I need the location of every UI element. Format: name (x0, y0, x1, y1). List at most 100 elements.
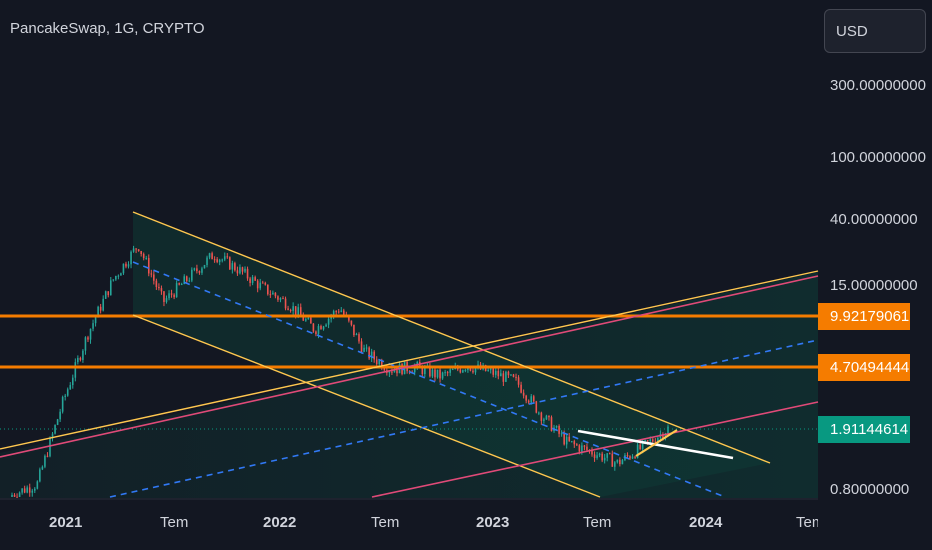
price-tag-current: 1.91144614 (818, 416, 910, 443)
candle-body (267, 284, 269, 295)
candle-body (297, 307, 300, 315)
candle-body (203, 265, 206, 269)
candle-body (89, 328, 92, 340)
candle-body (94, 317, 97, 324)
candle-body (115, 275, 117, 280)
candle-body (517, 377, 520, 385)
candle-body (216, 259, 218, 263)
candle-body (145, 258, 148, 260)
candle-body (540, 412, 543, 421)
candle-body (608, 453, 611, 455)
candle-body (87, 337, 89, 340)
candle-body (107, 291, 110, 296)
candle-body (132, 248, 135, 252)
candle-body (436, 369, 439, 378)
candle-body (391, 371, 393, 373)
candle-body (109, 280, 112, 296)
candle-body (312, 323, 315, 332)
candle-body (543, 419, 545, 421)
candle-body (272, 292, 274, 295)
candle-body (142, 254, 145, 259)
candle-body (449, 369, 451, 373)
x-axis-label: 2024 (689, 514, 723, 531)
candle-body (434, 369, 436, 378)
candle-body (616, 459, 619, 463)
candle-body (256, 280, 259, 289)
candle-body (221, 259, 224, 261)
candle-body (570, 441, 573, 443)
falling-channel-top[interactable] (132, 211, 771, 464)
candle-body (535, 401, 538, 413)
yellow-trend-line[interactable] (635, 429, 678, 457)
candle-body (320, 326, 322, 330)
candle-body (21, 488, 23, 493)
candle-body (664, 433, 667, 439)
candle-body (646, 440, 649, 442)
candle-body (33, 488, 36, 491)
candle-body (583, 445, 586, 447)
falling-channel-midline[interactable] (132, 261, 726, 498)
rising-channel-bottom-pink[interactable] (371, 401, 819, 498)
candle-body (71, 377, 74, 386)
candle-body (44, 455, 46, 467)
candle-body (383, 368, 386, 371)
rising-channel-top-pink[interactable] (0, 275, 819, 458)
candle-body (147, 258, 150, 274)
candle-body (396, 370, 398, 374)
rising-channel-top-yellow[interactable] (0, 270, 819, 450)
candle-body (160, 288, 163, 292)
candle-body (469, 367, 472, 371)
candle-body (611, 453, 614, 467)
candle-body (464, 369, 467, 371)
candle-body (23, 488, 26, 493)
candle-body (532, 396, 535, 402)
candle-body (667, 426, 669, 434)
candle-body (36, 481, 39, 489)
candle-body (188, 280, 191, 282)
candle-body (302, 314, 305, 321)
candle-body (487, 369, 489, 372)
currency-selector[interactable]: USD (824, 9, 926, 53)
candle-body (662, 433, 664, 439)
candle-body (155, 280, 158, 287)
candle-body (241, 267, 244, 272)
candle-body (494, 370, 497, 375)
candle-body (507, 371, 510, 376)
candle-body (429, 365, 431, 377)
candle-body (102, 298, 104, 311)
x-axis-label: Tem (796, 514, 818, 531)
candle-body (472, 370, 474, 373)
candle-body (522, 392, 525, 396)
price-tag-middle-level: 4.70494444 (818, 354, 910, 381)
candle-body (380, 360, 383, 369)
falling-channel-bottom[interactable] (132, 314, 601, 498)
candle-body (294, 306, 297, 315)
candle-body (13, 494, 16, 497)
candle-body (254, 277, 256, 281)
candle-body (51, 433, 54, 439)
candle-body (555, 425, 558, 428)
candle-body (170, 293, 173, 295)
y-axis-label: 100.00000000 (830, 149, 926, 166)
candle-body (538, 412, 540, 414)
candle-body (251, 277, 254, 283)
candle-body (649, 439, 652, 442)
candle-body (226, 256, 229, 258)
candle-body (332, 311, 335, 316)
candle-body (99, 306, 102, 311)
candle-body (41, 466, 44, 470)
candle-body (168, 293, 170, 299)
candle-body (279, 298, 282, 300)
rising-channel-fill (0, 272, 818, 498)
candle-body (568, 436, 571, 442)
candle-body (363, 347, 365, 352)
candle-body (46, 455, 49, 457)
candle-body (657, 437, 659, 443)
candle-body (527, 400, 530, 403)
candle-body (234, 263, 236, 271)
candle-body (310, 317, 312, 324)
candle-body (342, 310, 345, 315)
candle-body (277, 296, 279, 300)
candle-body (573, 441, 576, 445)
